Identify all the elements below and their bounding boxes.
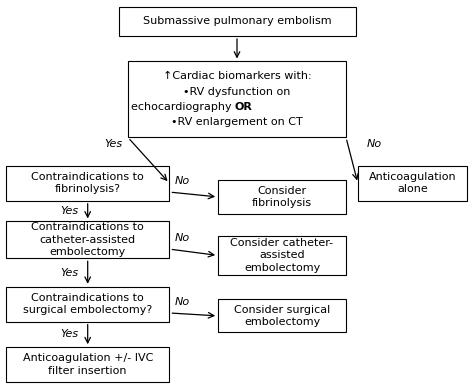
Text: •RV enlargement on CT: •RV enlargement on CT — [171, 117, 303, 128]
Text: echocardiography: echocardiography — [130, 102, 235, 112]
FancyBboxPatch shape — [6, 221, 169, 258]
FancyBboxPatch shape — [218, 236, 346, 275]
Text: Yes: Yes — [60, 268, 78, 278]
Text: No: No — [175, 233, 190, 243]
Text: Contraindications to
surgical embolectomy?: Contraindications to surgical embolectom… — [23, 293, 152, 316]
FancyBboxPatch shape — [218, 300, 346, 332]
Text: ↑Cardiac biomarkers with:: ↑Cardiac biomarkers with: — [163, 71, 311, 82]
Text: Consider catheter-
assisted
embolectomy: Consider catheter- assisted embolectomy — [230, 238, 334, 273]
FancyBboxPatch shape — [128, 62, 346, 138]
Text: Yes: Yes — [60, 206, 78, 216]
FancyBboxPatch shape — [118, 7, 356, 36]
Text: Anticoagulation
alone: Anticoagulation alone — [369, 172, 456, 195]
Text: Contraindications to
fibrinolysis?: Contraindications to fibrinolysis? — [31, 172, 144, 195]
Text: Contraindications to
catheter-assisted
embolectomy: Contraindications to catheter-assisted e… — [31, 222, 144, 257]
Text: No: No — [175, 176, 190, 186]
Text: OR: OR — [235, 102, 253, 112]
Text: •RV dysfunction on: •RV dysfunction on — [183, 87, 291, 97]
FancyBboxPatch shape — [218, 180, 346, 214]
Text: Consider surgical
embolectomy: Consider surgical embolectomy — [234, 305, 330, 327]
Text: Submassive pulmonary embolism: Submassive pulmonary embolism — [143, 16, 331, 27]
Text: No: No — [175, 297, 190, 307]
Text: Yes: Yes — [105, 140, 123, 149]
Text: Yes: Yes — [60, 330, 78, 339]
Text: Anticoagulation +/- IVC
filter insertion: Anticoagulation +/- IVC filter insertion — [22, 353, 153, 376]
FancyBboxPatch shape — [358, 166, 467, 201]
FancyBboxPatch shape — [6, 347, 169, 382]
FancyBboxPatch shape — [6, 166, 169, 201]
FancyBboxPatch shape — [6, 287, 169, 322]
Text: No: No — [367, 140, 382, 149]
Text: Consider
fibrinolysis: Consider fibrinolysis — [252, 186, 312, 208]
